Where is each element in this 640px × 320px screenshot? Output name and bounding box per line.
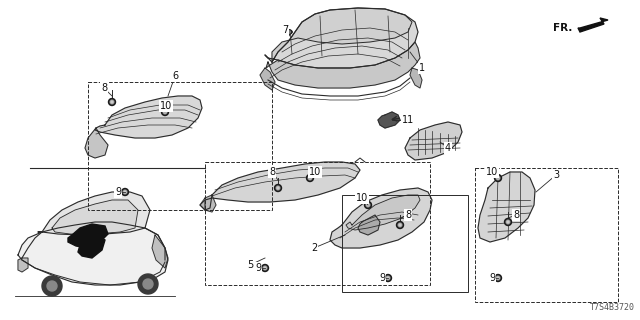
Circle shape [398,223,402,227]
Polygon shape [95,96,202,138]
Text: 8: 8 [513,210,519,220]
Polygon shape [478,172,535,242]
Circle shape [143,279,153,289]
Circle shape [124,191,126,193]
Bar [205,162,430,285]
Circle shape [276,186,280,190]
Polygon shape [200,195,216,212]
Circle shape [110,100,114,104]
Circle shape [495,174,502,181]
Circle shape [399,224,401,226]
Circle shape [263,266,267,270]
Circle shape [111,101,113,103]
Circle shape [123,190,127,194]
Circle shape [386,276,390,280]
Circle shape [504,219,511,226]
Text: 9: 9 [115,187,121,197]
Text: 10: 10 [356,193,368,203]
Bar [475,168,618,302]
Ellipse shape [284,30,292,34]
Polygon shape [78,235,105,258]
Polygon shape [265,8,418,68]
Circle shape [496,176,500,180]
Text: FR.: FR. [552,23,572,33]
Text: 2: 2 [311,243,317,253]
Polygon shape [346,195,420,230]
Bar [342,195,468,292]
Polygon shape [85,128,108,158]
Polygon shape [38,192,150,235]
Circle shape [495,275,502,282]
Polygon shape [378,112,400,128]
Text: 7: 7 [282,25,288,35]
Circle shape [497,277,499,279]
Text: 8: 8 [405,210,411,220]
Text: 10: 10 [160,101,172,111]
Polygon shape [266,42,420,88]
Polygon shape [18,258,28,272]
Circle shape [497,177,499,179]
Ellipse shape [284,30,292,34]
Ellipse shape [285,31,291,33]
Circle shape [367,204,369,206]
Text: T7S4B3720: T7S4B3720 [589,303,634,312]
Circle shape [397,221,403,228]
Polygon shape [152,235,168,268]
Text: 8: 8 [269,167,275,177]
Circle shape [496,276,500,280]
Text: 10: 10 [309,167,321,177]
Bar [88,82,272,210]
Circle shape [506,220,510,224]
Circle shape [262,265,269,271]
Circle shape [161,108,168,116]
Circle shape [308,176,312,180]
Text: 11: 11 [402,115,414,125]
Circle shape [264,267,266,269]
Text: 9: 9 [489,273,495,283]
Polygon shape [272,8,412,62]
Circle shape [365,202,371,209]
Polygon shape [52,200,138,234]
Text: 3: 3 [553,170,559,180]
Polygon shape [578,18,608,32]
Polygon shape [405,122,462,160]
Circle shape [109,99,115,106]
Text: 9: 9 [255,263,261,273]
Circle shape [275,185,282,191]
Polygon shape [260,68,275,90]
Text: 8: 8 [101,83,107,93]
Circle shape [277,187,279,189]
Text: 1: 1 [419,63,425,73]
Circle shape [47,281,57,291]
Circle shape [387,277,389,279]
Circle shape [138,274,158,294]
Circle shape [307,174,314,181]
Polygon shape [18,222,168,285]
Circle shape [42,276,62,296]
Circle shape [507,221,509,223]
Circle shape [385,275,392,282]
Text: 9: 9 [379,273,385,283]
Polygon shape [205,162,360,210]
Text: 4: 4 [445,143,451,153]
Text: 6: 6 [172,71,178,81]
Text: 10: 10 [486,167,498,177]
Polygon shape [330,188,432,248]
Ellipse shape [285,31,291,33]
Circle shape [122,188,129,196]
Text: 5: 5 [247,260,253,270]
Polygon shape [68,224,108,248]
Circle shape [366,203,370,207]
Polygon shape [358,215,380,235]
Polygon shape [410,68,422,88]
Circle shape [309,177,311,179]
Circle shape [164,111,166,113]
Circle shape [163,110,167,114]
